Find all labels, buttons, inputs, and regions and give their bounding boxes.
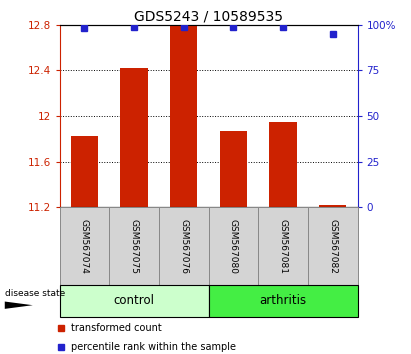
- Text: disease state: disease state: [5, 289, 65, 298]
- Bar: [208, 207, 258, 285]
- Text: GSM567080: GSM567080: [229, 218, 238, 274]
- Bar: [159, 207, 208, 285]
- Bar: [71, 136, 98, 207]
- Text: control: control: [113, 295, 155, 307]
- Bar: [258, 207, 308, 285]
- Bar: [109, 207, 159, 285]
- Text: transformed count: transformed count: [71, 323, 162, 333]
- Bar: [170, 26, 197, 207]
- Text: GSM567074: GSM567074: [80, 218, 89, 274]
- Polygon shape: [5, 302, 33, 309]
- Text: GSM567075: GSM567075: [129, 218, 139, 274]
- Bar: [270, 122, 297, 207]
- Bar: [60, 285, 209, 317]
- Text: GSM567082: GSM567082: [328, 218, 337, 274]
- Text: arthritis: arthritis: [259, 295, 307, 307]
- Bar: [319, 205, 346, 207]
- Bar: [208, 285, 358, 317]
- Text: GSM567081: GSM567081: [279, 218, 288, 274]
- Text: percentile rank within the sample: percentile rank within the sample: [71, 342, 236, 352]
- Text: GSM567076: GSM567076: [179, 218, 188, 274]
- Bar: [120, 68, 148, 207]
- Title: GDS5243 / 10589535: GDS5243 / 10589535: [134, 10, 283, 24]
- Bar: [220, 131, 247, 207]
- Bar: [60, 207, 109, 285]
- Bar: [308, 207, 358, 285]
